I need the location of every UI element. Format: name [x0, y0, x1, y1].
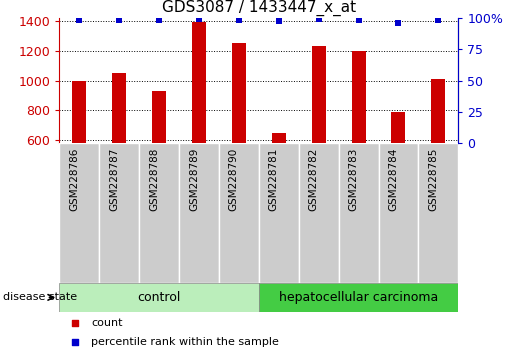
- Text: disease state: disease state: [3, 292, 77, 302]
- Text: GSM228788: GSM228788: [149, 148, 159, 211]
- Bar: [299, 143, 339, 283]
- Bar: [312, 46, 325, 143]
- Bar: [272, 133, 286, 143]
- Bar: [259, 143, 299, 283]
- Point: [315, 16, 323, 22]
- Bar: [418, 143, 458, 283]
- Point: [115, 17, 123, 23]
- Bar: [379, 143, 418, 283]
- Point: [394, 20, 403, 25]
- Bar: [219, 143, 259, 283]
- Text: GSM228784: GSM228784: [388, 148, 399, 211]
- Bar: [112, 73, 126, 143]
- Bar: [179, 143, 219, 283]
- Point: [434, 17, 442, 23]
- Text: GSM228787: GSM228787: [109, 148, 119, 211]
- Bar: [99, 143, 139, 283]
- Point: [71, 321, 79, 326]
- Point: [274, 19, 283, 24]
- Text: GSM228783: GSM228783: [349, 148, 358, 211]
- Text: GSM228782: GSM228782: [308, 148, 319, 211]
- Bar: [192, 22, 206, 143]
- Bar: [152, 91, 166, 143]
- Text: percentile rank within the sample: percentile rank within the sample: [91, 337, 279, 347]
- Title: GDS3087 / 1433447_x_at: GDS3087 / 1433447_x_at: [162, 0, 356, 16]
- Bar: [391, 112, 405, 143]
- Bar: [59, 143, 99, 283]
- Bar: [259, 283, 458, 312]
- Text: count: count: [91, 318, 123, 329]
- Bar: [432, 79, 445, 143]
- Point: [75, 17, 83, 23]
- Point: [195, 16, 203, 22]
- Text: GSM228785: GSM228785: [428, 148, 438, 211]
- Point: [235, 17, 243, 23]
- Point: [71, 339, 79, 345]
- Text: GSM228790: GSM228790: [229, 148, 239, 211]
- Bar: [232, 43, 246, 143]
- Bar: [139, 143, 179, 283]
- Text: hepatocellular carcinoma: hepatocellular carcinoma: [279, 291, 438, 304]
- Bar: [352, 51, 366, 143]
- Point: [354, 17, 363, 23]
- Text: GSM228789: GSM228789: [189, 148, 199, 211]
- Text: control: control: [138, 291, 181, 304]
- Text: GSM228781: GSM228781: [269, 148, 279, 211]
- Bar: [72, 80, 86, 143]
- Text: GSM228786: GSM228786: [69, 148, 79, 211]
- Bar: [339, 143, 379, 283]
- Point: [155, 17, 163, 23]
- Bar: [59, 283, 259, 312]
